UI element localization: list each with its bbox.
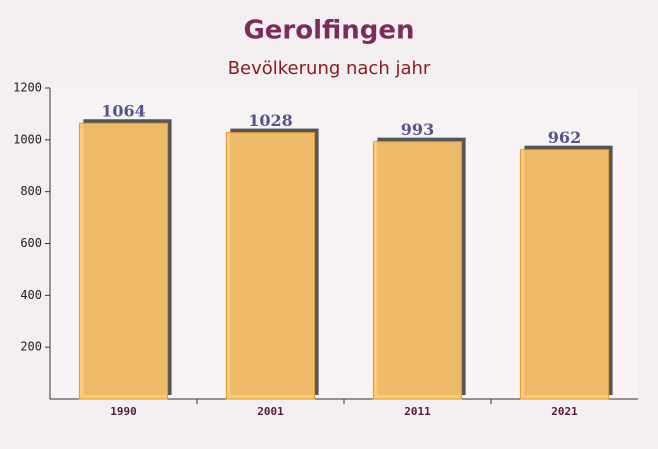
chart-title: Gerolfingen: [243, 16, 414, 46]
bar: [78, 122, 169, 400]
y-tick-label: 1200: [13, 81, 42, 95]
chart-subtitle: Bevölkerung nach jahr: [228, 58, 431, 79]
bar: [519, 149, 610, 400]
data-label: 1064: [101, 102, 146, 121]
y-tick-label: 1000: [13, 132, 42, 146]
x-tick-label: 2001: [257, 405, 284, 418]
bar: [372, 141, 463, 400]
x-tick-label: 2021: [551, 405, 578, 418]
x-tick-label: 1990: [110, 405, 137, 418]
y-tick-label: 800: [20, 184, 42, 198]
data-label: 1028: [248, 111, 293, 130]
y-tick-label: 600: [20, 236, 42, 250]
bar: [225, 132, 316, 400]
data-label: 993: [401, 120, 434, 139]
x-tick-label: 2011: [404, 405, 431, 418]
y-tick-label: 400: [20, 288, 42, 302]
y-tick-label: 200: [20, 340, 42, 354]
data-label: 962: [548, 128, 581, 147]
